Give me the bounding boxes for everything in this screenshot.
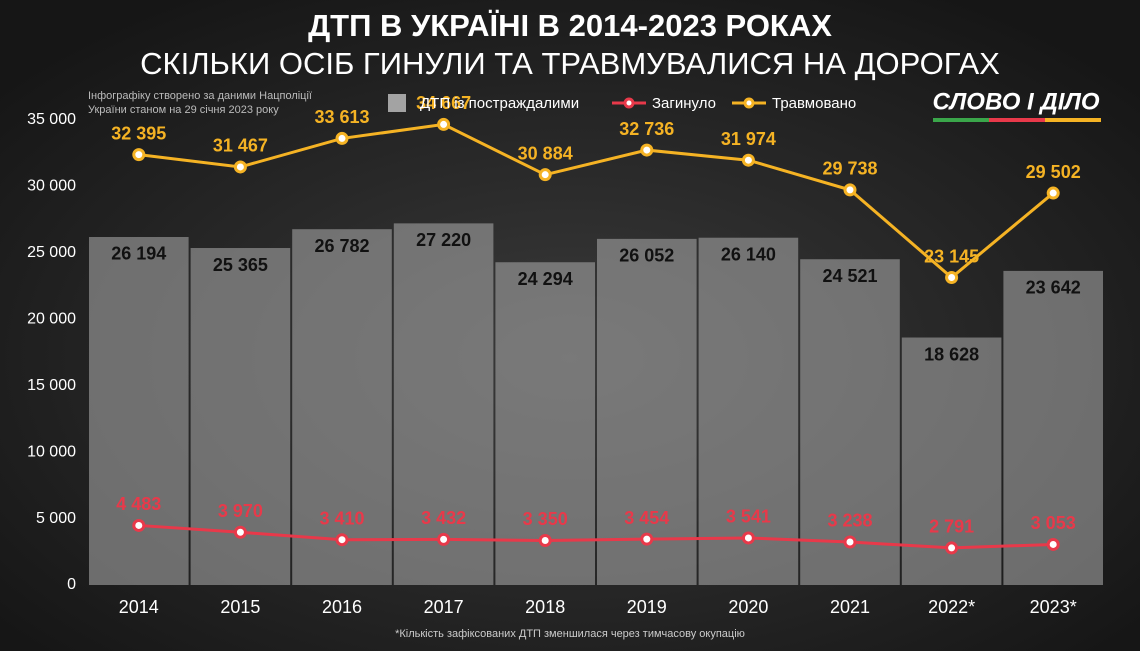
y-tick-label: 10 000 xyxy=(27,443,76,460)
bar xyxy=(800,259,900,585)
bar xyxy=(597,238,697,586)
y-tick-label: 30 000 xyxy=(27,178,76,195)
logo: СЛОВО І ДІЛО xyxy=(932,88,1099,115)
bar-value-label: 26 782 xyxy=(314,236,369,256)
y-tick-label: 25 000 xyxy=(27,244,76,261)
y-tick-label: 35 000 xyxy=(27,111,76,128)
point-value-label: 31 974 xyxy=(721,129,776,149)
bar xyxy=(698,237,799,585)
x-tick-label: 2023* xyxy=(1030,597,1077,617)
point xyxy=(132,518,146,532)
bar-value-label: 26 140 xyxy=(721,244,776,264)
x-tick-label: 2020 xyxy=(728,597,768,617)
bar xyxy=(89,236,189,585)
point-value-label: 2 791 xyxy=(929,517,974,537)
x-tick-label: 2017 xyxy=(424,597,464,617)
x-tick-label: 2018 xyxy=(525,597,565,617)
point xyxy=(640,532,654,546)
bar xyxy=(495,262,595,585)
point-value-label: 34 667 xyxy=(416,93,471,113)
point xyxy=(640,143,654,157)
bar-value-label: 25 365 xyxy=(213,255,268,275)
chart-subtitle: СКІЛЬКИ ОСІБ ГИНУЛИ ТА ТРАВМУВАЛИСЯ НА Д… xyxy=(140,46,1000,81)
point xyxy=(741,153,755,167)
logo-stripe xyxy=(933,118,989,122)
line xyxy=(138,523,1054,550)
point xyxy=(335,131,349,145)
point xyxy=(538,168,552,182)
footnote: *Кількість зафіксованих ДТП зменшилася ч… xyxy=(395,628,745,640)
bar xyxy=(292,229,392,585)
point xyxy=(843,535,857,549)
point xyxy=(437,117,451,131)
point-value-label: 3 541 xyxy=(726,507,771,527)
legend-label: ДТП із постраждалими xyxy=(420,95,579,112)
point xyxy=(1046,537,1060,551)
logo-stripe xyxy=(989,118,1045,122)
legend-swatch xyxy=(743,97,755,109)
point-value-label: 3 053 xyxy=(1031,513,1076,533)
x-tick-label: 2016 xyxy=(322,597,362,617)
source-note: Інфографіку створено за даними Нацполіці… xyxy=(88,90,312,102)
point xyxy=(233,160,247,174)
y-tick-label: 15 000 xyxy=(27,377,76,394)
point-value-label: 31 467 xyxy=(213,136,268,156)
point-value-label: 30 884 xyxy=(518,143,573,163)
point xyxy=(843,183,857,197)
x-tick-label: 2014 xyxy=(119,597,159,617)
point xyxy=(437,532,451,546)
bar xyxy=(1003,270,1103,585)
point-value-label: 29 502 xyxy=(1026,162,1081,182)
point-value-label: 32 736 xyxy=(619,119,674,139)
x-tick-label: 2022* xyxy=(928,597,975,617)
bar-value-label: 27 220 xyxy=(416,230,471,250)
logo-stripe xyxy=(1045,118,1101,122)
line xyxy=(138,122,1055,280)
bar-value-label: 23 642 xyxy=(1026,278,1081,298)
legend-swatch xyxy=(388,94,406,112)
point-value-label: 23 145 xyxy=(924,246,979,266)
point-value-label: 3 410 xyxy=(319,508,364,528)
point xyxy=(132,148,146,162)
bar xyxy=(393,223,494,585)
chart-title: ДТП В УКРАЇНІ В 2014-2023 РОКАХ xyxy=(308,8,832,43)
point xyxy=(233,525,247,539)
point-value-label: 4 483 xyxy=(116,494,161,514)
point-value-label: 3 432 xyxy=(421,508,466,528)
y-tick-label: 0 xyxy=(67,576,76,593)
point-value-label: 3 454 xyxy=(624,508,669,528)
point xyxy=(945,541,959,555)
y-tick-label: 20 000 xyxy=(27,311,76,328)
legend-label: Травмовано xyxy=(772,95,856,112)
point xyxy=(538,533,552,547)
point xyxy=(335,533,349,547)
point-value-label: 32 395 xyxy=(111,123,166,143)
point-value-label: 3 350 xyxy=(523,509,568,529)
x-tick-label: 2021 xyxy=(830,597,870,617)
bar-value-label: 18 628 xyxy=(924,344,979,364)
y-tick-label: 5 000 xyxy=(36,510,76,527)
point xyxy=(741,531,755,545)
bar-value-label: 24 521 xyxy=(822,266,877,286)
source-note: України станом на 29 січня 2023 року xyxy=(88,104,279,116)
point-value-label: 33 613 xyxy=(314,107,369,127)
bar-value-label: 24 294 xyxy=(518,269,573,289)
point-value-label: 29 738 xyxy=(822,159,877,179)
legend-label: Загинуло xyxy=(652,95,716,112)
point xyxy=(1046,186,1060,200)
legend-swatch xyxy=(623,97,635,109)
x-tick-label: 2019 xyxy=(627,597,667,617)
point-value-label: 3 238 xyxy=(827,511,872,531)
point xyxy=(945,271,959,285)
point-value-label: 3 970 xyxy=(218,501,263,521)
x-tick-label: 2015 xyxy=(220,597,260,617)
bar-value-label: 26 194 xyxy=(111,244,166,264)
bar-value-label: 26 052 xyxy=(619,246,674,266)
